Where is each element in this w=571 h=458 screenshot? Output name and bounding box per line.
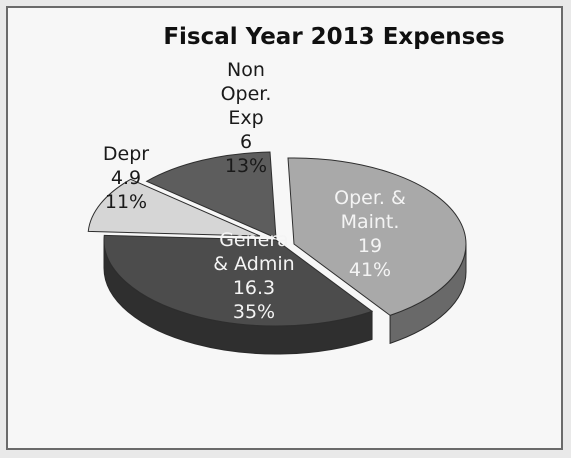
pie-slice — [145, 151, 277, 239]
slice-label: Genera & Admin 16.3 35% — [213, 229, 294, 323]
pie-slice — [87, 178, 261, 237]
pie-chart: Fiscal Year 2013 Expenses Oper. & Maint. 1… — [87, 24, 505, 355]
slice-label: Non Oper. Exp 6 13% — [221, 59, 272, 177]
slice-label: Depr 4.9 11% — [103, 143, 149, 213]
pie-slice — [287, 157, 467, 316]
pie-slices — [87, 151, 467, 355]
pie-labels: Oper. & Maint. 19 41% Genera & Admin 16.3 35% De… — [103, 59, 406, 323]
chart-frame: Fiscal Year 2013 Expenses Oper. & Maint. 1… — [6, 6, 563, 450]
slice-label: Oper. & Maint. 19 41% — [334, 187, 406, 281]
pie-slice — [103, 234, 374, 327]
chart-title: Fiscal Year 2013 Expenses — [163, 24, 504, 50]
